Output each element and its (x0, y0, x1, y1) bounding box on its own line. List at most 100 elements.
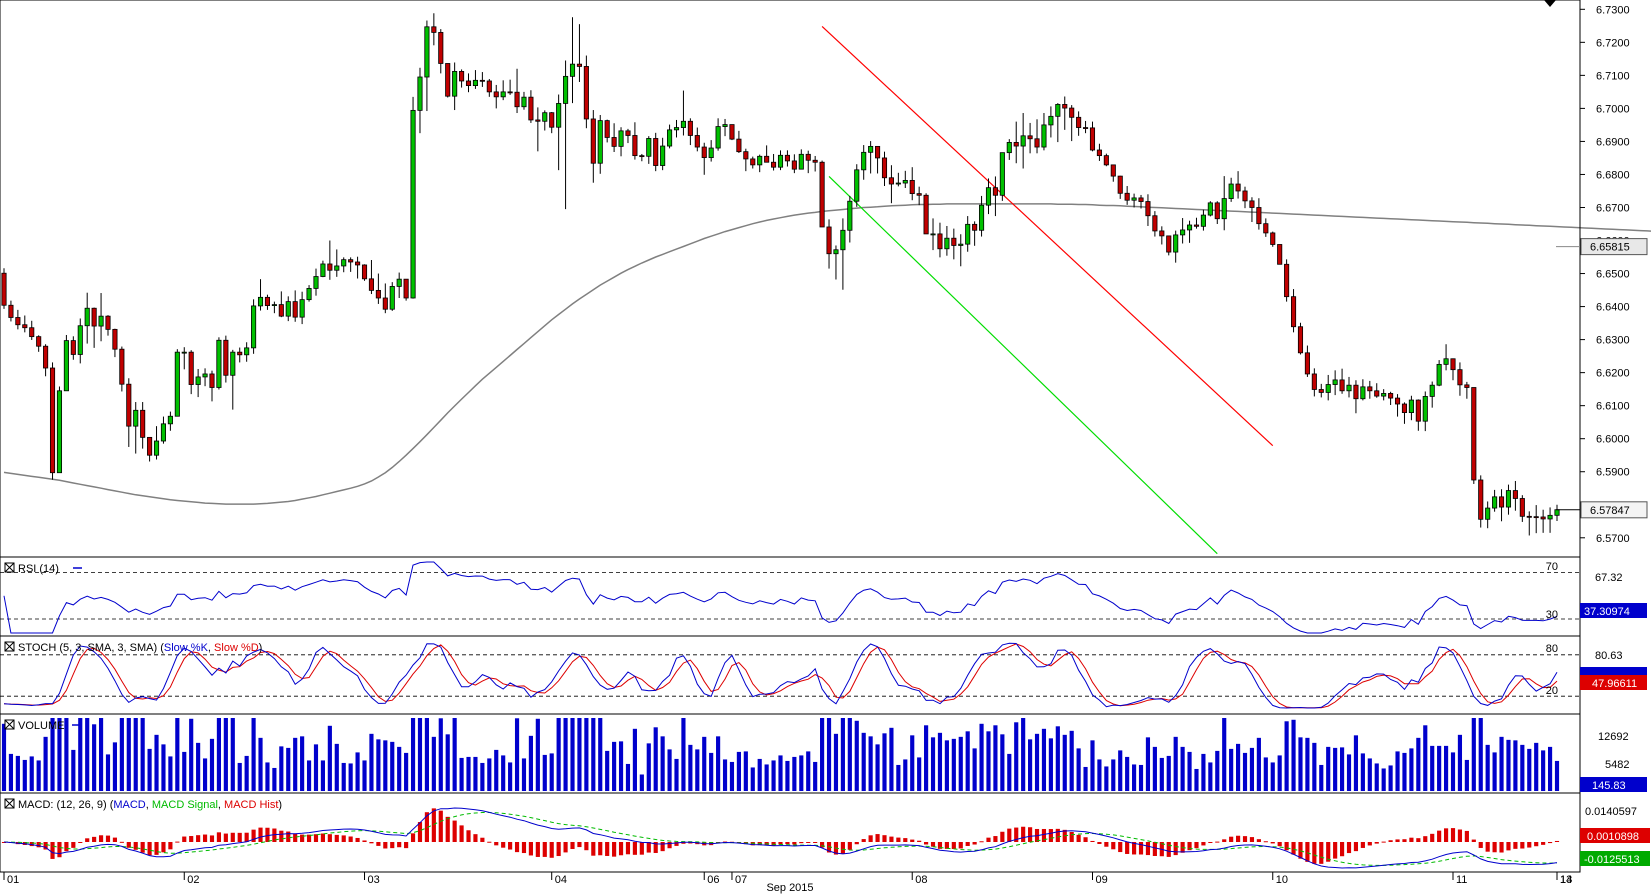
macd-hist-bar (286, 831, 291, 842)
candle (583, 55, 589, 129)
candle (1388, 391, 1394, 406)
price-tick-label: 6.5700 (1596, 533, 1630, 545)
macd-hist-bar (979, 841, 984, 843)
macd-hist-bar (98, 835, 104, 842)
volume-bar (1173, 736, 1178, 791)
volume-bar (542, 754, 547, 791)
candle (1096, 143, 1102, 161)
macd-hist-bar (431, 808, 436, 842)
volume-bar (1277, 755, 1282, 791)
volume-bar (660, 736, 665, 791)
volume-bar (1159, 757, 1164, 791)
candle (195, 369, 201, 398)
macd-hist-bar (1402, 839, 1407, 842)
bull-candle-body (389, 286, 395, 310)
macd-hist-bar (910, 839, 915, 842)
macd-hist-bar (119, 841, 124, 843)
candle (15, 309, 21, 330)
volume-bar (910, 735, 915, 791)
bull-candle-body (646, 138, 652, 157)
price-panel: 6.7300 6.7200 6.7100 6.7000 6.6900 6.6800 6.67… (0, 0, 1651, 872)
macd-hist-bar (1028, 827, 1033, 842)
volume-current-value: 145.83 (1592, 780, 1626, 792)
bear-candle-body (1464, 384, 1470, 388)
volume-bar (535, 718, 540, 791)
volume-bar (1547, 746, 1553, 791)
volume-bar (383, 740, 388, 791)
volume-bar (1242, 752, 1248, 791)
volume-bar (1485, 744, 1490, 791)
macd-hist-bar (1443, 828, 1449, 842)
volume-bar (1021, 718, 1026, 791)
volume-bar (826, 718, 832, 791)
volume-bar (29, 756, 34, 791)
candle (999, 152, 1005, 201)
macd-label: MACD: (12, 26, 9) (MACD, MACD Signal, MA… (18, 799, 282, 811)
candle (653, 132, 659, 172)
macd-hist-bar (306, 834, 312, 842)
candle (1242, 186, 1248, 209)
bear-candle-body (1013, 142, 1019, 147)
volume-bar (820, 718, 825, 791)
bear-candle-body (701, 146, 707, 159)
candle (452, 62, 458, 111)
volume-bar (404, 752, 409, 791)
bear-candle-body (15, 317, 21, 326)
stoch-level-20-label: 20 (1546, 685, 1558, 697)
bear-candle-body (1478, 479, 1484, 520)
candle (160, 416, 167, 444)
bull-candle-body (1020, 135, 1026, 147)
volume-bar (1402, 752, 1407, 791)
volume-bar (875, 744, 880, 791)
volume-bar (1395, 751, 1400, 791)
candle (958, 234, 964, 267)
volume-bar (563, 718, 568, 791)
volume-bar (1291, 719, 1296, 791)
macd-close-icon[interactable] (4, 798, 15, 809)
macd-hist-bar (1312, 842, 1317, 864)
bull-candle-body (985, 187, 992, 206)
candle (1297, 322, 1304, 355)
macd-hist-bar (1242, 836, 1248, 842)
volume-bar (889, 727, 894, 791)
candle (701, 142, 707, 175)
candle (1422, 391, 1428, 432)
macd-hist-bar (1014, 827, 1019, 842)
candle (244, 342, 250, 362)
volume-bar (286, 747, 291, 791)
macd-hist-bar (1104, 842, 1109, 847)
candle (216, 337, 222, 390)
candle (625, 128, 631, 144)
volume-bar (965, 731, 970, 791)
price-tick-label: 6.7100 (1596, 70, 1630, 82)
scroll-marker-icon[interactable] (1544, 0, 1556, 7)
macd-hist-bar (230, 832, 235, 842)
bear-candle-body (459, 71, 465, 82)
volume-bar (591, 718, 596, 791)
rsi-close-icon[interactable] (4, 562, 15, 573)
bear-candle-body (1415, 399, 1421, 422)
bear-candle-body (1401, 403, 1408, 414)
candle (257, 279, 264, 311)
bear-candle-body (223, 339, 229, 376)
volume-close-icon[interactable] (4, 719, 15, 730)
bear-candle-body (1284, 263, 1290, 298)
volume-bar (1125, 756, 1130, 791)
volume-bar (903, 759, 908, 791)
bear-candle-body (1, 272, 7, 306)
day-label: 09 (1095, 874, 1107, 886)
macd-hist-bar (646, 842, 651, 853)
bear-candle-body (493, 91, 499, 98)
stoch-close-icon[interactable] (4, 641, 15, 652)
volume-bar (182, 751, 187, 791)
volume-bar (722, 759, 728, 791)
volume-bar (1554, 760, 1560, 791)
bear-candle-body (1304, 352, 1310, 375)
macd-hist-bar (1416, 838, 1421, 842)
volume-bar (1076, 748, 1081, 791)
macd-hist-bar (1367, 842, 1372, 846)
volume-bar (1360, 753, 1365, 791)
candle (805, 150, 811, 174)
macd-hist-bar (986, 837, 991, 842)
